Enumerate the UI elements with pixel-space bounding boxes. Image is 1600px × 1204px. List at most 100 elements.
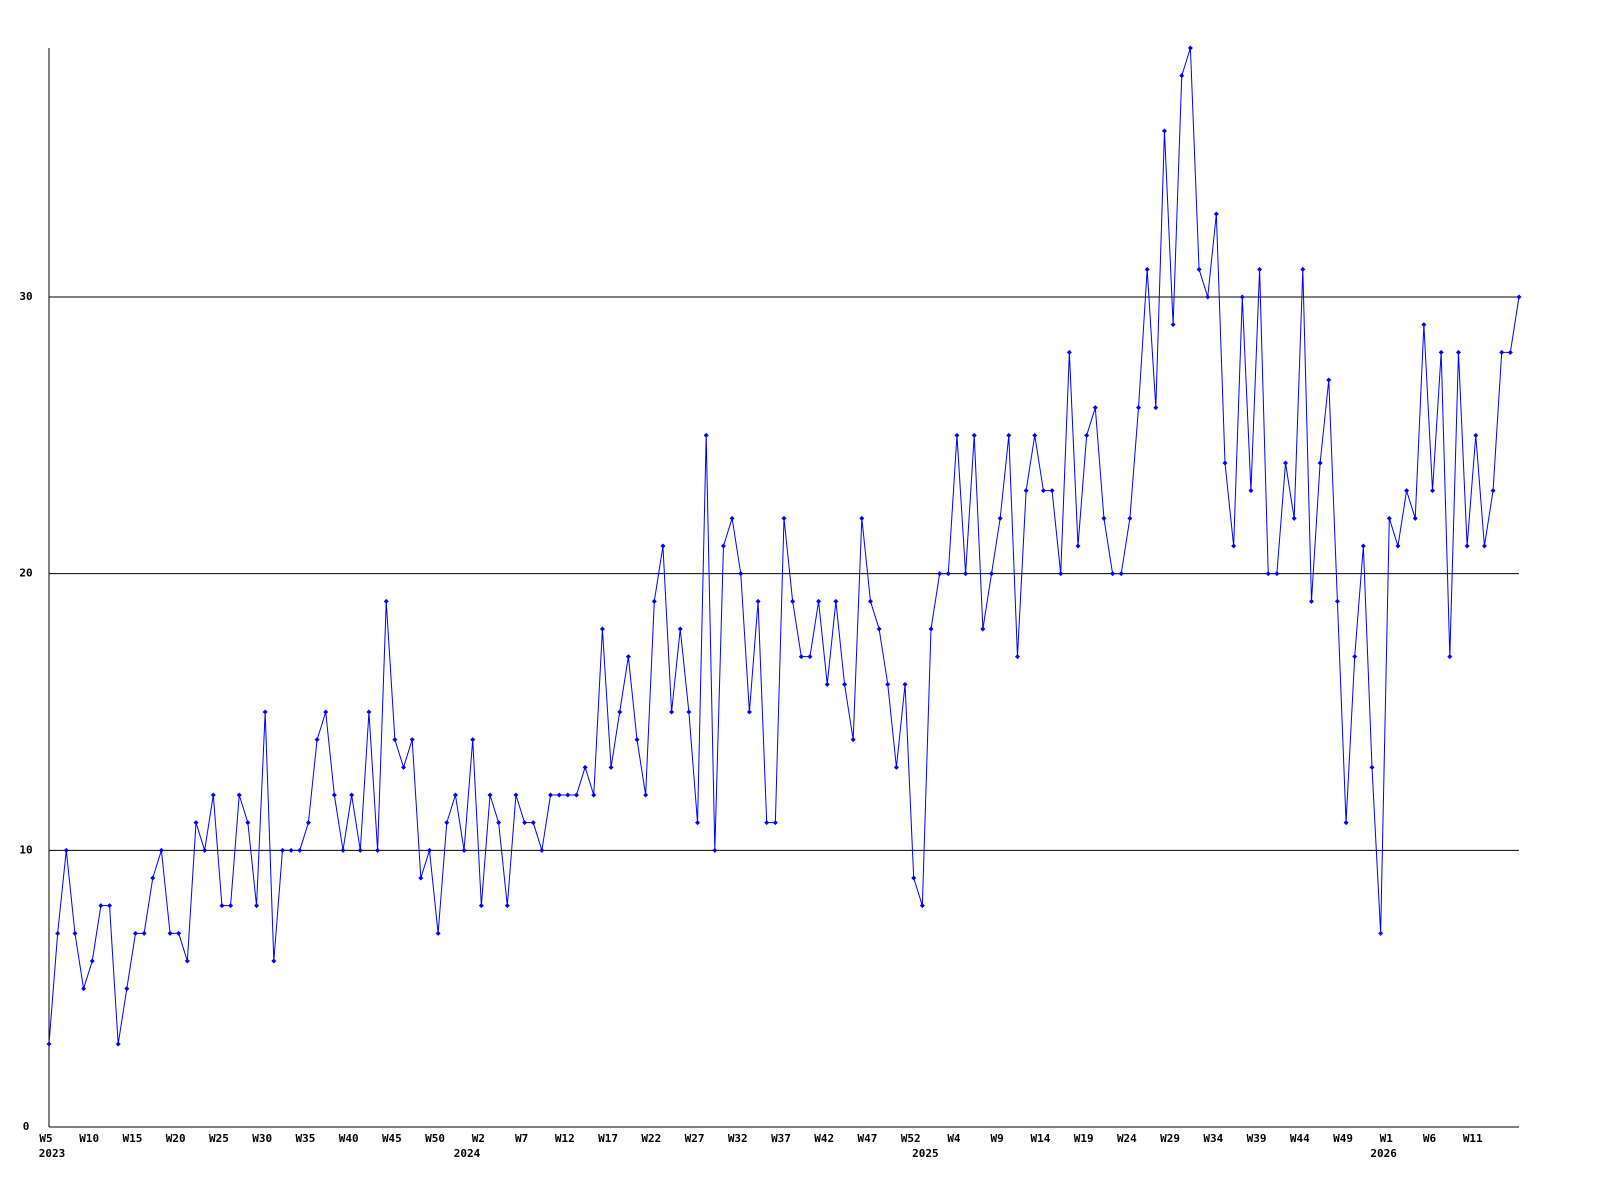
data-point bbox=[176, 930, 182, 936]
data-point bbox=[1222, 460, 1228, 466]
data-point bbox=[1239, 294, 1245, 300]
x-tick-label: W17 bbox=[598, 1132, 618, 1145]
x-tick-label: W19 bbox=[1074, 1132, 1094, 1145]
data-point bbox=[980, 626, 986, 632]
data-point bbox=[98, 903, 104, 909]
x-tick-label: W45 bbox=[382, 1132, 402, 1145]
data-point bbox=[591, 792, 597, 798]
data-point bbox=[1412, 515, 1418, 521]
data-point bbox=[945, 571, 951, 577]
data-point bbox=[1430, 488, 1436, 494]
year-label: 2023 bbox=[39, 1147, 66, 1160]
data-point bbox=[470, 737, 476, 743]
data-point bbox=[755, 598, 761, 604]
data-point bbox=[859, 515, 865, 521]
data-point bbox=[902, 681, 908, 687]
data-point bbox=[867, 598, 873, 604]
data-point bbox=[608, 764, 614, 770]
data-point bbox=[72, 930, 78, 936]
data-point bbox=[816, 598, 822, 604]
data-point bbox=[504, 903, 510, 909]
data-point bbox=[1118, 571, 1124, 577]
x-tick-label: W6 bbox=[1423, 1132, 1437, 1145]
data-point bbox=[963, 571, 969, 577]
data-point bbox=[55, 930, 61, 936]
data-point bbox=[1248, 488, 1254, 494]
data-point bbox=[954, 432, 960, 438]
data-point bbox=[1075, 543, 1081, 549]
y-tick-label: 0 bbox=[23, 1120, 30, 1133]
data-point bbox=[1507, 349, 1513, 355]
data-point bbox=[1421, 322, 1427, 328]
data-point bbox=[522, 820, 528, 826]
data-point bbox=[478, 903, 484, 909]
data-point bbox=[167, 930, 173, 936]
data-point bbox=[1395, 543, 1401, 549]
x-tick-label: W37 bbox=[771, 1132, 791, 1145]
x-tick-label: W22 bbox=[641, 1132, 661, 1145]
x-tick-label: W11 bbox=[1463, 1132, 1483, 1145]
data-point bbox=[349, 792, 355, 798]
x-tick-label: W25 bbox=[209, 1132, 229, 1145]
data-point bbox=[115, 1041, 121, 1047]
data-point bbox=[790, 598, 796, 604]
data-point bbox=[202, 847, 208, 853]
data-point bbox=[989, 571, 995, 577]
data-point bbox=[1378, 930, 1384, 936]
data-point bbox=[1040, 488, 1046, 494]
data-point bbox=[703, 432, 709, 438]
data-point bbox=[158, 847, 164, 853]
year-label: 2025 bbox=[912, 1147, 939, 1160]
y-tick-label: 20 bbox=[19, 567, 32, 580]
data-point bbox=[1516, 294, 1522, 300]
data-point bbox=[271, 958, 277, 964]
data-point bbox=[141, 930, 147, 936]
data-point bbox=[1101, 515, 1107, 521]
data-point bbox=[669, 709, 675, 715]
data-point bbox=[1058, 571, 1064, 577]
data-point bbox=[971, 432, 977, 438]
data-point bbox=[184, 958, 190, 964]
data-point bbox=[107, 903, 113, 909]
data-point bbox=[1066, 349, 1072, 355]
data-point bbox=[1084, 432, 1090, 438]
data-point bbox=[1464, 543, 1470, 549]
data-point bbox=[720, 543, 726, 549]
data-point bbox=[1161, 128, 1167, 134]
data-point bbox=[1300, 266, 1306, 272]
data-point bbox=[885, 681, 891, 687]
data-point bbox=[695, 820, 701, 826]
data-point bbox=[833, 598, 839, 604]
x-tick-label: W34 bbox=[1203, 1132, 1223, 1145]
data-point bbox=[1334, 598, 1340, 604]
data-point bbox=[1049, 488, 1055, 494]
data-point bbox=[548, 792, 554, 798]
data-point bbox=[1153, 405, 1159, 411]
x-tick-label: W10 bbox=[79, 1132, 99, 1145]
data-point bbox=[876, 626, 882, 632]
data-point bbox=[357, 847, 363, 853]
data-point bbox=[798, 654, 804, 660]
year-label: 2026 bbox=[1370, 1147, 1397, 1160]
data-point bbox=[236, 792, 242, 798]
x-tick-label: W27 bbox=[685, 1132, 705, 1145]
data-point bbox=[1257, 266, 1263, 272]
data-point bbox=[297, 847, 303, 853]
data-point bbox=[1136, 405, 1142, 411]
x-tick-label: W14 bbox=[1030, 1132, 1050, 1145]
data-point bbox=[228, 903, 234, 909]
data-point bbox=[807, 654, 813, 660]
data-point bbox=[210, 792, 216, 798]
y-tick-label: 10 bbox=[19, 843, 32, 856]
data-point bbox=[729, 515, 735, 521]
data-point bbox=[323, 709, 329, 715]
data-point bbox=[487, 792, 493, 798]
data-point bbox=[677, 626, 683, 632]
data-point bbox=[582, 764, 588, 770]
x-tick-label: W4 bbox=[947, 1132, 961, 1145]
data-point bbox=[1006, 432, 1012, 438]
data-point bbox=[599, 626, 605, 632]
data-point bbox=[1404, 488, 1410, 494]
data-point bbox=[124, 986, 130, 992]
data-point bbox=[893, 764, 899, 770]
